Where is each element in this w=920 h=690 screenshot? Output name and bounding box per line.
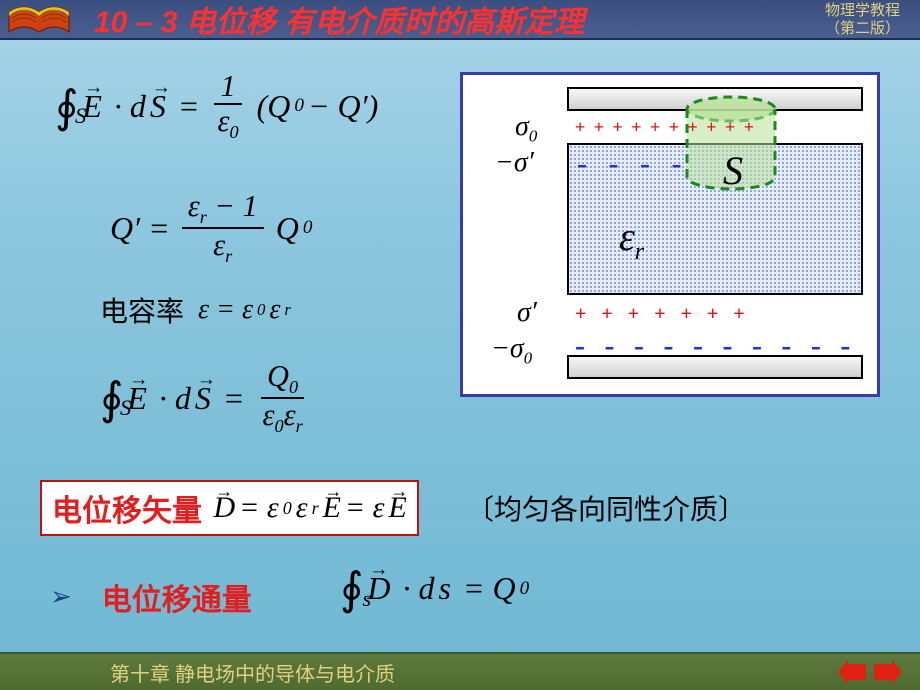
charges-dielectric-top: - - - - [577, 147, 688, 181]
charges-top-plate: + + + + + + + + + + [575, 117, 756, 138]
footer-bar: 第十章 静电场中的导体与电介质 [0, 652, 920, 690]
equation-gauss-E: ∮S E · dS = 1ε0 (Q0 − Q′) [55, 70, 378, 143]
next-arrow-icon[interactable] [874, 660, 902, 684]
bullet-flux: ➢ 电位移通量 [50, 575, 252, 619]
label-S: S [723, 147, 743, 194]
capacitor-diagram: + + + + + + + + + + - - - - + + + + + + … [460, 72, 880, 397]
equation-Q-prime: Q′ = εr − 1εr Q0 [110, 190, 312, 266]
label-minus-sigma0: −σ0 [491, 333, 532, 369]
prev-arrow-icon[interactable] [838, 660, 866, 684]
charges-bottom-plate: - - - - - - - - - - [575, 329, 856, 363]
equation-gauss-E2: ∮S E · dS = Q0ε0εr [100, 360, 309, 436]
page-subtitle: 物理学教程 （第二版） [825, 2, 900, 38]
footer-title: 第十章 静电场中的导体与电介质 [110, 658, 395, 687]
label-minus-sigma-prime: −σ′ [495, 147, 534, 179]
page-title: 10 – 3 电位移 有电介质时的高斯定理 [94, 0, 584, 41]
equation-permittivity: 电容率 ε = ε0εr [100, 290, 291, 330]
book-icon [4, 0, 74, 38]
label-eps-r: εr [619, 213, 644, 266]
label-sigma-prime: σ′ [517, 297, 537, 329]
bullet-icon: ➢ [50, 582, 72, 612]
equation-D-note: 〔均匀各向同性介质〕 [466, 488, 746, 528]
equation-D-flux: ∮s D · ds = Q0 [340, 562, 529, 615]
nav-arrows [838, 660, 902, 684]
charges-dielectric-bottom: + + + + + + + [575, 303, 750, 326]
header-bar: 10 – 3 电位移 有电介质时的高斯定理 物理学教程 （第二版） [0, 0, 920, 40]
label-sigma0-top: σ0 [515, 111, 537, 147]
equation-D-vector-box: 电位移矢量 D = ε0εrE = εE [40, 480, 419, 536]
